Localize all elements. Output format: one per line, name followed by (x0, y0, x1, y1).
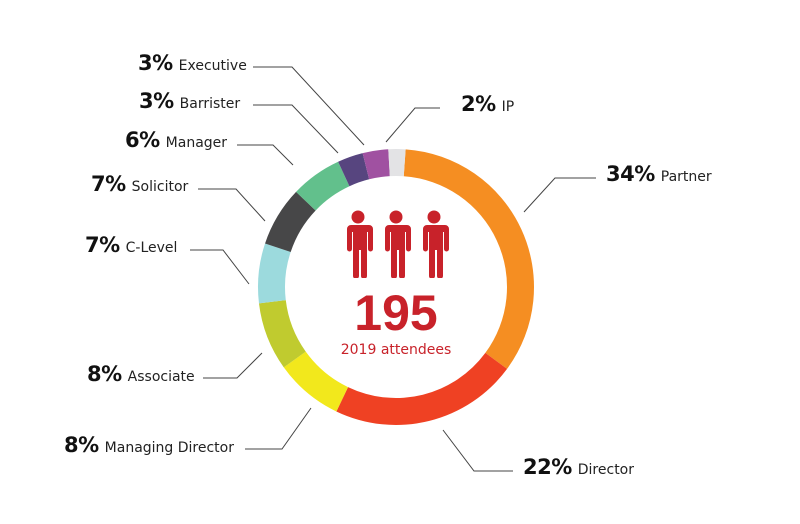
label-name: C-Level (125, 240, 178, 256)
label-managing-director: 8% Managing Director (64, 435, 234, 456)
segment-partner (403, 149, 535, 369)
person-icon (385, 210, 411, 278)
leader-line-director (442, 429, 513, 472)
label-name: Executive (178, 58, 247, 74)
segment-barrister (338, 153, 370, 187)
label-name: Manager (165, 135, 228, 151)
label-name: Solicitor (131, 179, 189, 195)
segment-ip (388, 149, 406, 177)
label-barrister: 3% Barrister (139, 91, 240, 112)
label-pct: 7% (91, 172, 126, 196)
leader-line-executive (253, 66, 365, 146)
person-icon (347, 210, 373, 278)
label-ip: 2% IP (461, 94, 514, 115)
label-pct: 7% (85, 233, 120, 257)
leader-line-associate (203, 352, 263, 379)
label-partner: 34% Partner (606, 164, 712, 185)
attendee-caption: 2019 attendees (340, 342, 452, 358)
leader-line-c-level (190, 249, 250, 285)
segment-director (336, 352, 508, 425)
segment-associate (258, 300, 306, 368)
segment-executive (362, 149, 390, 180)
label-pct: 3% (139, 89, 174, 113)
donut-center: 195 2019 attendees (296, 210, 496, 358)
segment-c-level (258, 243, 291, 304)
label-pct: 8% (64, 433, 99, 457)
label-name: Managing Director (104, 440, 234, 456)
label-executive: 3% Executive (138, 53, 247, 74)
people-icon (296, 210, 496, 278)
label-name: Partner (660, 169, 712, 185)
leader-line-ip (385, 107, 440, 143)
label-c-level: 7% C-Level (85, 235, 177, 256)
donut-segments (258, 149, 535, 425)
leader-lines (190, 66, 596, 472)
person-icon (423, 210, 449, 278)
label-pct: 2% (461, 92, 496, 116)
leader-line-partner (523, 177, 596, 213)
attendee-total: 195 (354, 285, 438, 341)
label-name: Barrister (179, 96, 241, 112)
segment-manager (296, 161, 350, 211)
label-pct: 8% (87, 362, 122, 386)
segment-solicitor (265, 191, 316, 252)
label-associate: 8% Associate (87, 364, 195, 385)
label-pct: 6% (125, 128, 160, 152)
label-director: 22% Director (523, 457, 634, 478)
segment-managing-director (283, 351, 349, 412)
label-name: IP (501, 99, 515, 115)
label-manager: 6% Manager (125, 130, 227, 151)
label-pct: 34% (606, 162, 655, 186)
leader-line-managing-director (245, 407, 312, 450)
label-pct: 22% (523, 455, 572, 479)
label-name: Associate (127, 369, 195, 385)
leader-line-solicitor (198, 188, 266, 222)
leader-line-manager (237, 144, 294, 166)
label-solicitor: 7% Solicitor (91, 174, 188, 195)
label-pct: 3% (138, 51, 173, 75)
leader-line-barrister (253, 104, 339, 154)
label-name: Director (577, 462, 635, 478)
